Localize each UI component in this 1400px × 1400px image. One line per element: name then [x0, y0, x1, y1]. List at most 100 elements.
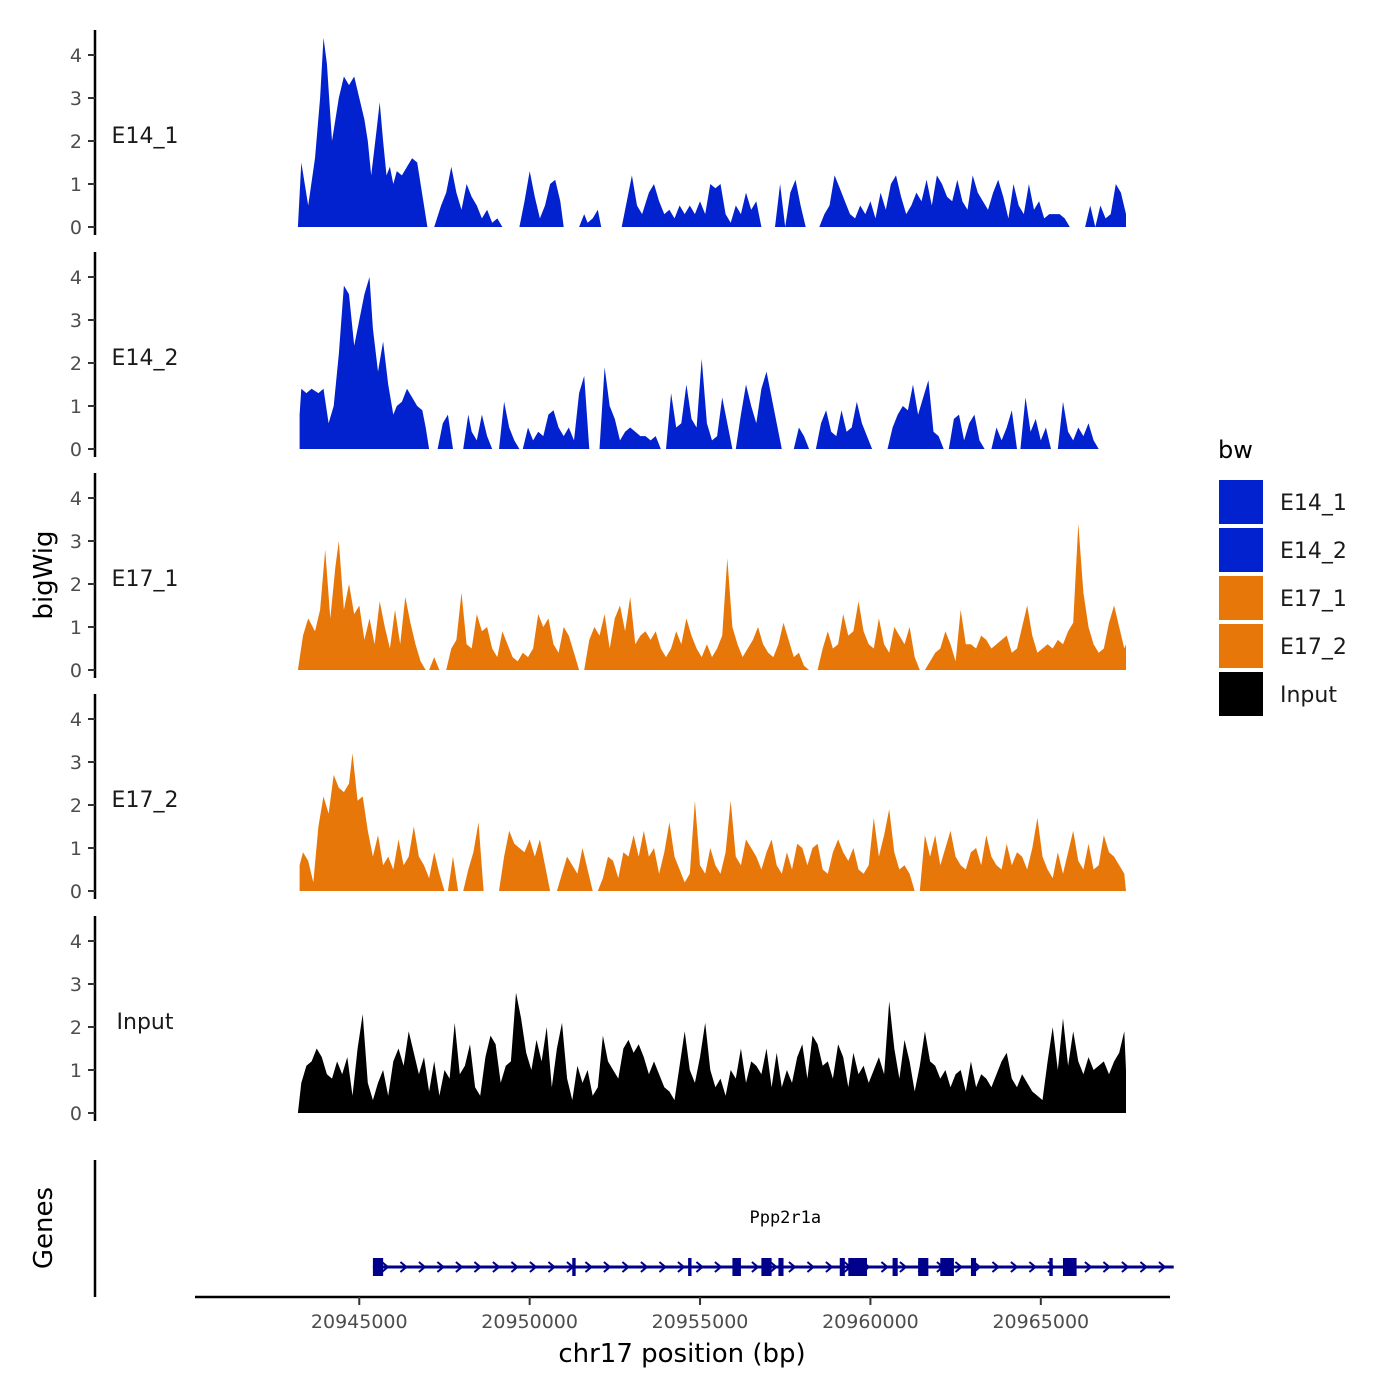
gene-strand-arrow	[825, 1261, 834, 1273]
gene-strand-arrow	[1084, 1261, 1093, 1273]
y-tick-label: 0	[70, 439, 82, 461]
gene-strand-arrow	[399, 1261, 408, 1273]
signal-area-e17_2	[299, 753, 1127, 891]
panel-e17_1: 0 1 2 3 4 E17_1	[70, 473, 1126, 682]
gene-exon	[892, 1258, 898, 1276]
gene-strand-arrow	[1028, 1261, 1037, 1273]
gene-exon	[848, 1258, 868, 1276]
gene-strand-arrow	[473, 1261, 482, 1273]
y-tick-label: 2	[70, 1017, 82, 1039]
x-tick-label: 20960000	[822, 1311, 919, 1333]
y-tick-label: 4	[70, 488, 82, 510]
gene-strand-arrow	[418, 1261, 427, 1273]
panel-e17_2: 0 1 2 3 4 E17_2	[70, 694, 1127, 903]
gene-exon	[372, 1258, 384, 1276]
gene-exon	[918, 1258, 929, 1276]
y-tick-label: 2	[70, 353, 82, 375]
legend-label-input: Input	[1280, 683, 1337, 708]
y-tick-label: 0	[70, 217, 82, 239]
gene-strand-arrow	[603, 1261, 612, 1273]
legend-label-e14_1: E14_1	[1280, 491, 1347, 516]
y-tick-label: 4	[70, 45, 82, 67]
y-tick-label: 1	[70, 838, 82, 860]
signal-area-e14_2	[299, 277, 1127, 449]
gene-strand-arrow	[436, 1261, 445, 1273]
y-tick-label: 1	[70, 617, 82, 639]
gene-exon	[1049, 1258, 1053, 1276]
signal-area-input	[297, 992, 1126, 1113]
y-tick-label: 0	[70, 1103, 82, 1125]
y-tick-label: 0	[70, 660, 82, 682]
genes-panel: Ppp2r1a	[93, 1160, 1174, 1297]
x-tick-label: 20945000	[311, 1311, 408, 1333]
gene-strand-arrow	[751, 1261, 760, 1273]
gene-strand-arrow	[899, 1261, 908, 1273]
gene-strand-arrow	[529, 1261, 538, 1273]
gene-exon	[732, 1258, 741, 1276]
gene-strand-arrow	[455, 1261, 464, 1273]
gene-strand-arrow	[991, 1261, 1000, 1273]
legend-key-e17_2	[1219, 624, 1263, 668]
y-tick-label: 3	[70, 310, 82, 332]
track-label-e14_1: E14_1	[112, 124, 179, 149]
x-axis-title: chr17 position (bp)	[558, 1339, 805, 1369]
gene-strand-arrow	[510, 1261, 519, 1273]
gene-strand-arrow	[640, 1261, 649, 1273]
gene-exon	[940, 1258, 954, 1276]
legend-label-e17_1: E17_1	[1280, 587, 1347, 612]
y-tick-label: 2	[70, 131, 82, 153]
y-tick-label: 1	[70, 174, 82, 196]
gene-strand-arrow	[584, 1261, 593, 1273]
gene-strand-arrow	[695, 1261, 704, 1273]
y-tick-label: 4	[70, 267, 82, 289]
track-label-e17_1: E17_1	[112, 567, 179, 592]
y-tick-label: 3	[70, 531, 82, 553]
x-tick-label: 20965000	[992, 1311, 1089, 1333]
gene-strand-arrow	[492, 1261, 501, 1273]
gene-strand-arrow	[547, 1261, 556, 1273]
x-axis: 20945000 20950000 20955000 20960000 20965000	[195, 1295, 1170, 1333]
gene-strand-arrow	[677, 1261, 686, 1273]
y-tick-label: 0	[70, 881, 82, 903]
legend-label-e17_2: E17_2	[1280, 635, 1347, 660]
gene-exon	[778, 1258, 784, 1276]
gene-strand-arrow	[806, 1261, 815, 1273]
signal-area-e17_1	[297, 523, 1126, 670]
y-tick-label: 2	[70, 795, 82, 817]
legend-key-e14_1	[1219, 480, 1263, 524]
gene-strand-arrow	[1158, 1261, 1167, 1273]
gene-strand-arrow	[1102, 1261, 1111, 1273]
gene-strand-arrow	[658, 1261, 667, 1273]
y-tick-label: 3	[70, 974, 82, 996]
y-axis-title: bigWig	[29, 530, 59, 619]
gene-exon	[688, 1258, 692, 1276]
legend-title: bw	[1218, 436, 1253, 464]
track-label-e17_2: E17_2	[112, 788, 179, 813]
gene-strand-arrow	[880, 1261, 889, 1273]
gene-strand-arrow	[954, 1261, 963, 1273]
y-tick-label: 3	[70, 88, 82, 110]
panel-e14_2: 0 1 2 3 4 E14_2	[70, 252, 1127, 461]
gene-label-ppp2r1a: Ppp2r1a	[749, 1208, 821, 1228]
legend-label-e14_2: E14_2	[1280, 539, 1347, 564]
panel-input: 0 1 2 3 4 Input	[70, 916, 1126, 1125]
gene-strand-arrow	[1010, 1261, 1019, 1273]
gene-exon	[572, 1258, 576, 1276]
y-tick-label: 4	[70, 709, 82, 731]
gene-strand-arrow	[1139, 1261, 1148, 1273]
legend-key-input	[1219, 672, 1263, 716]
y-tick-label: 3	[70, 752, 82, 774]
gene-strand-arrow	[1121, 1261, 1130, 1273]
track-label-e14_2: E14_2	[112, 346, 179, 371]
gene-exon	[761, 1258, 772, 1276]
gene-exon	[970, 1258, 977, 1276]
legend-key-e17_1	[1219, 576, 1263, 620]
signal-area-e14_1	[297, 37, 1126, 227]
legend: bw E14_1 E14_2 E17_1 E17_2 Input	[1218, 436, 1347, 716]
gene-strand-arrow	[714, 1261, 723, 1273]
gene-exon	[1062, 1258, 1077, 1276]
gene-strand-arrow	[381, 1261, 390, 1273]
genes-axis-title: Genes	[29, 1187, 59, 1269]
gene-exon	[839, 1258, 845, 1276]
